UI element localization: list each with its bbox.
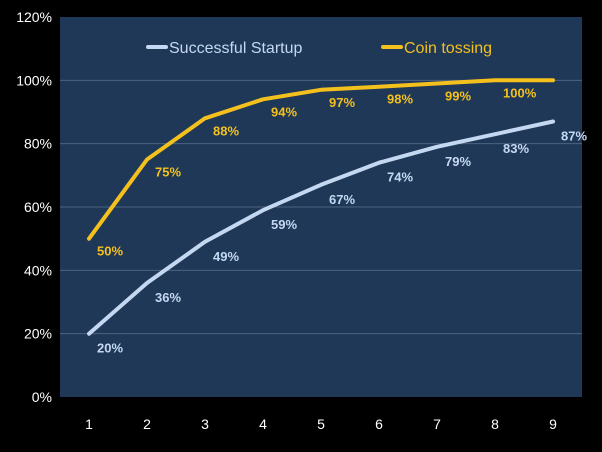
data-label: 97% — [329, 95, 355, 110]
data-label: 94% — [271, 104, 297, 119]
data-label: 83% — [503, 141, 529, 156]
data-label: 36% — [155, 290, 181, 305]
gridlines — [60, 79, 582, 335]
y-axis-ticks: 0% 20% 40% 60% 80% 100% 120% — [16, 9, 52, 405]
data-label: 88% — [213, 123, 239, 138]
y-tick-label: 80% — [24, 136, 52, 152]
data-label: 50% — [97, 244, 123, 259]
x-axis-ticks: 1 2 3 4 5 6 7 8 9 — [85, 416, 557, 432]
legend-label: Successful Startup — [169, 40, 303, 57]
y-tick-label: 60% — [24, 199, 52, 215]
data-label: 20% — [97, 341, 123, 356]
y-tick-label: 0% — [32, 389, 52, 405]
y-tick-label: 100% — [16, 72, 52, 88]
y-tick-label: 120% — [16, 9, 52, 25]
series-lines — [87, 78, 555, 336]
data-label: 67% — [329, 192, 355, 207]
x-tick-label: 9 — [549, 416, 557, 432]
data-label: 59% — [271, 217, 297, 232]
y-tick-label: 20% — [24, 326, 52, 342]
x-tick-label: 2 — [143, 416, 151, 432]
x-tick-label: 1 — [85, 416, 93, 432]
x-tick-label: 7 — [433, 416, 441, 432]
data-label: 79% — [445, 154, 471, 169]
x-tick-label: 3 — [201, 416, 209, 432]
data-label: 74% — [387, 170, 413, 185]
y-tick-label: 40% — [24, 262, 52, 278]
series-line-coin-tossing — [87, 78, 555, 241]
data-label: 100% — [503, 85, 537, 100]
data-label: 75% — [155, 165, 181, 180]
legend-label: Coin tossing — [404, 40, 492, 57]
data-label: 99% — [445, 89, 471, 104]
data-label: 87% — [561, 129, 587, 144]
data-labels: 20% 36% 49% 59% 67% 74% 79% 83% 87% 50% 75% 88% 94% 9… — [97, 85, 587, 355]
data-label: 98% — [387, 92, 413, 107]
x-tick-label: 4 — [259, 416, 267, 432]
x-tick-label: 5 — [317, 416, 325, 432]
legend: Successful Startup Coin tossing — [146, 40, 492, 57]
x-tick-label: 6 — [375, 416, 383, 432]
x-tick-label: 8 — [491, 416, 499, 432]
data-label: 49% — [213, 249, 239, 264]
series-line-successful-startup — [87, 119, 555, 336]
